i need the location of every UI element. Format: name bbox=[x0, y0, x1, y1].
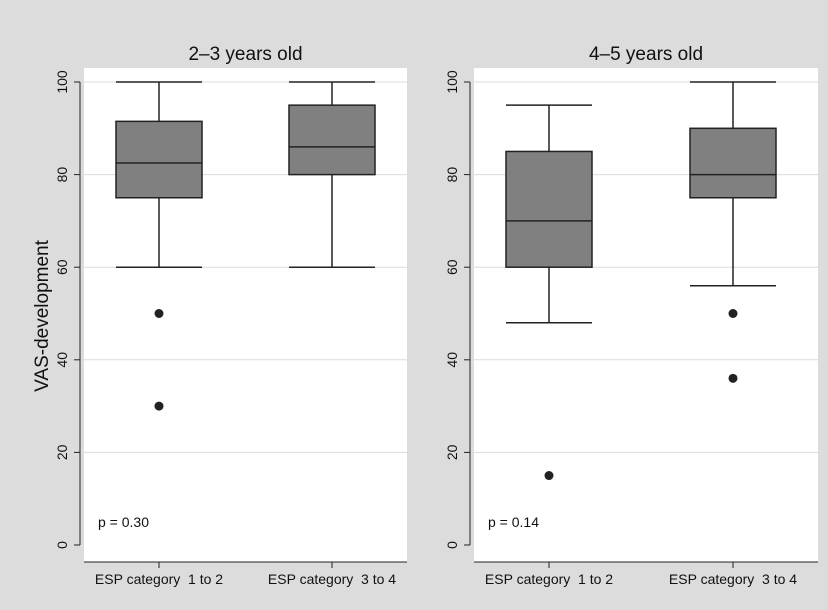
y-tick-label: 20 bbox=[444, 444, 460, 460]
p-value-annotation: p = 0.14 bbox=[488, 514, 539, 530]
y-tick-label: 0 bbox=[54, 541, 70, 549]
y-tick-label: 20 bbox=[54, 444, 70, 460]
x-tick-label: ESP category 1 to 2 bbox=[95, 571, 223, 587]
y-tick-label: 0 bbox=[444, 541, 460, 549]
box-iqr bbox=[505, 150, 593, 268]
box-group bbox=[288, 81, 376, 268]
y-tick-label: 100 bbox=[444, 70, 460, 94]
x-tick-label: ESP category 3 to 4 bbox=[669, 571, 797, 587]
x-tick-label: ESP category 3 to 4 bbox=[268, 571, 396, 587]
x-tick-label: ESP category 1 to 2 bbox=[485, 571, 613, 587]
box-iqr bbox=[689, 127, 777, 199]
y-tick-label: 60 bbox=[444, 259, 460, 275]
panel-title: 4–5 years old bbox=[589, 44, 703, 65]
y-axis-label: VAS-development bbox=[32, 239, 53, 391]
panel-title: 2–3 years old bbox=[188, 44, 302, 65]
box-group bbox=[505, 104, 593, 481]
p-value-annotation: p = 0.30 bbox=[98, 514, 149, 530]
panel-1: 2–3 years old 0 20 40 60 80 100 ESP category 1 … bbox=[54, 44, 407, 587]
y-tick-label: 40 bbox=[444, 352, 460, 368]
panel-2: 4–5 years old 0 20 40 60 80 100 ESP category 1 … bbox=[444, 44, 818, 587]
outlier-point bbox=[154, 309, 164, 318]
y-tick-label: 100 bbox=[54, 70, 70, 94]
box-group bbox=[115, 81, 203, 411]
y-tick-label: 40 bbox=[54, 352, 70, 368]
box-group bbox=[689, 81, 777, 383]
outlier-point bbox=[728, 309, 738, 318]
y-tick-label: 80 bbox=[54, 167, 70, 183]
outlier-point bbox=[728, 373, 738, 383]
y-tick-label: 60 bbox=[54, 259, 70, 275]
outlier-point bbox=[154, 401, 164, 411]
outlier-point bbox=[544, 471, 554, 481]
box-iqr bbox=[288, 104, 376, 176]
box-iqr bbox=[115, 120, 203, 199]
y-tick-label: 80 bbox=[444, 167, 460, 183]
